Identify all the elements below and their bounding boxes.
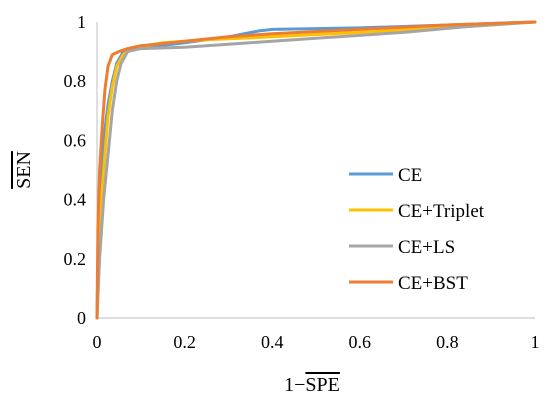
legend-label: CE+BST [398, 273, 468, 294]
series-layer [95, 20, 537, 320]
y-tick-label: 0.4 [64, 190, 87, 210]
y-axis-title: SEN [13, 151, 35, 189]
y-tick-label: 0 [77, 308, 86, 328]
legend-label: CE+Triplet [398, 201, 485, 222]
axis-titles: 1−SPE SEN [13, 151, 340, 396]
x-tick-label: 0 [93, 332, 102, 352]
legend-label: CE [398, 165, 422, 186]
series-line-ce-triplet [95, 20, 537, 320]
x-tick-label: 0.4 [261, 332, 284, 352]
series-line-ce-bst [95, 20, 537, 320]
legend: CE CE+Triplet CE+LS CE+BST [349, 165, 485, 294]
legend-label: CE+LS [398, 237, 455, 258]
x-tick-label: 1 [531, 332, 540, 352]
y-tick-label: 1 [77, 12, 86, 32]
series-line-ce-ls [95, 20, 537, 320]
tick-labels: 0 0.2 0.4 0.6 0.8 1 0 0.2 0.4 0.6 0.8 1 [64, 12, 540, 352]
x-tick-label: 0.2 [173, 332, 196, 352]
series-line-ce [95, 20, 537, 320]
x-axis-title: 1−SPE [284, 374, 340, 396]
y-tick-label: 0.2 [64, 249, 87, 269]
x-tick-label: 0.8 [436, 332, 459, 352]
y-tick-label: 0.6 [64, 130, 87, 150]
x-tick-label: 0.6 [349, 332, 372, 352]
axes [96, 22, 535, 319]
y-tick-label: 0.8 [64, 71, 87, 91]
